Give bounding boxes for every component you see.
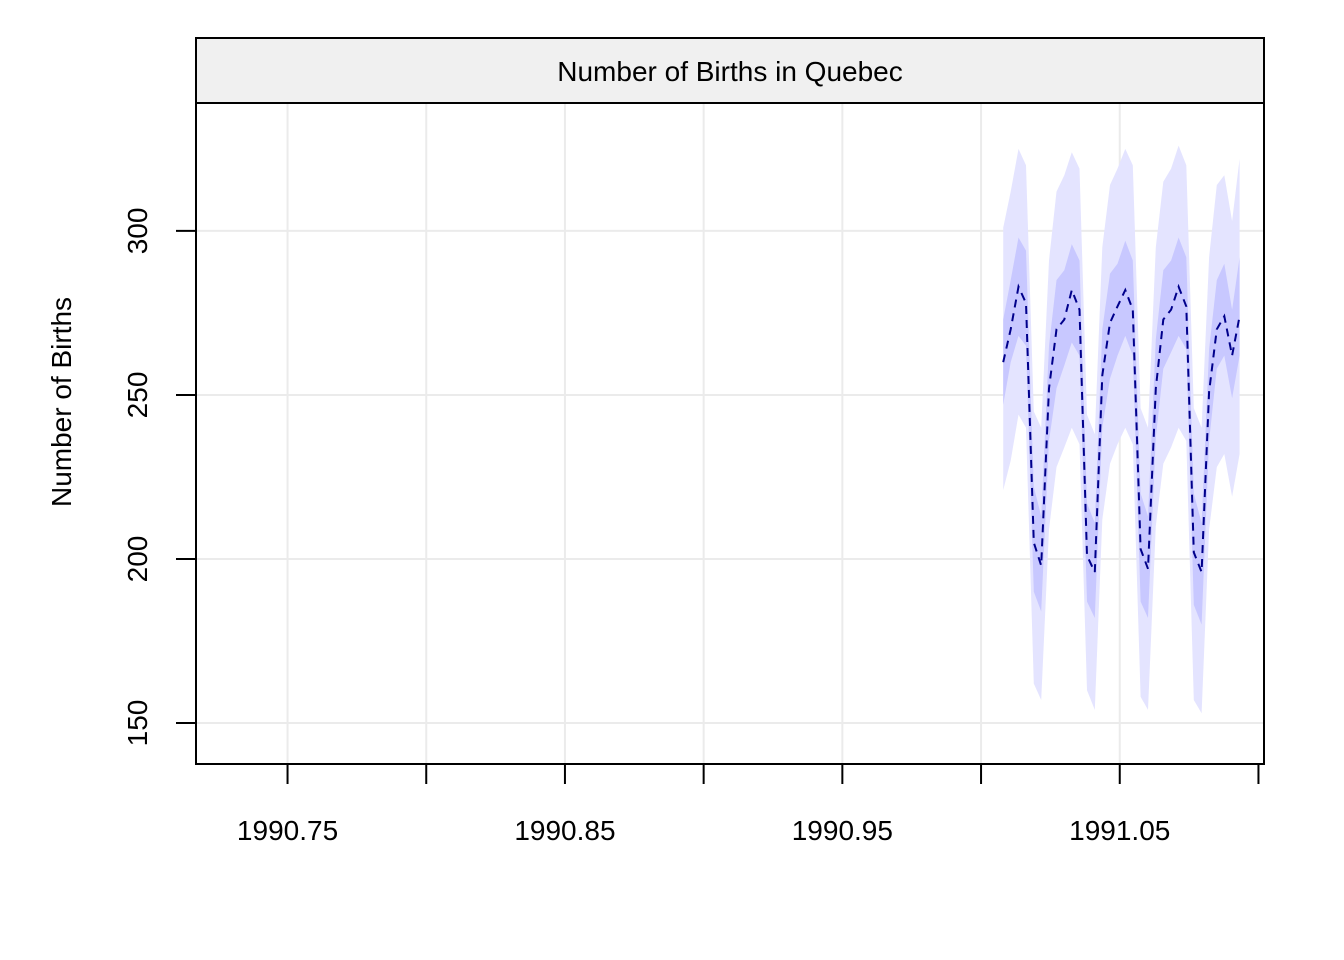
y-axis-title: Number of Births <box>46 297 77 507</box>
y-tick-label-2: 250 <box>122 372 153 419</box>
x-tick-label-1: 1990.85 <box>514 815 615 846</box>
x-tick-label-0: 1990.75 <box>237 815 338 846</box>
y-axis: 150 200 250 300 <box>122 208 196 747</box>
y-tick-label-0: 150 <box>122 700 153 747</box>
title-strip <box>195 37 1265 104</box>
forecast-mean-line <box>1002 283 1241 573</box>
y-tick-label-1: 200 <box>122 536 153 583</box>
band-80 <box>1003 237 1240 625</box>
chart-title: Number of Births in Quebec <box>557 56 903 87</box>
y-tick-label-3: 300 <box>122 208 153 255</box>
forecast-bands <box>1003 145 1240 714</box>
x-axis: 1990.75 1990.85 1990.95 1991.05 <box>237 763 1260 846</box>
forecast-lines <box>1002 283 1241 573</box>
x-tick-label-3: 1991.05 <box>1069 815 1170 846</box>
x-tick-label-2: 1990.95 <box>792 815 893 846</box>
